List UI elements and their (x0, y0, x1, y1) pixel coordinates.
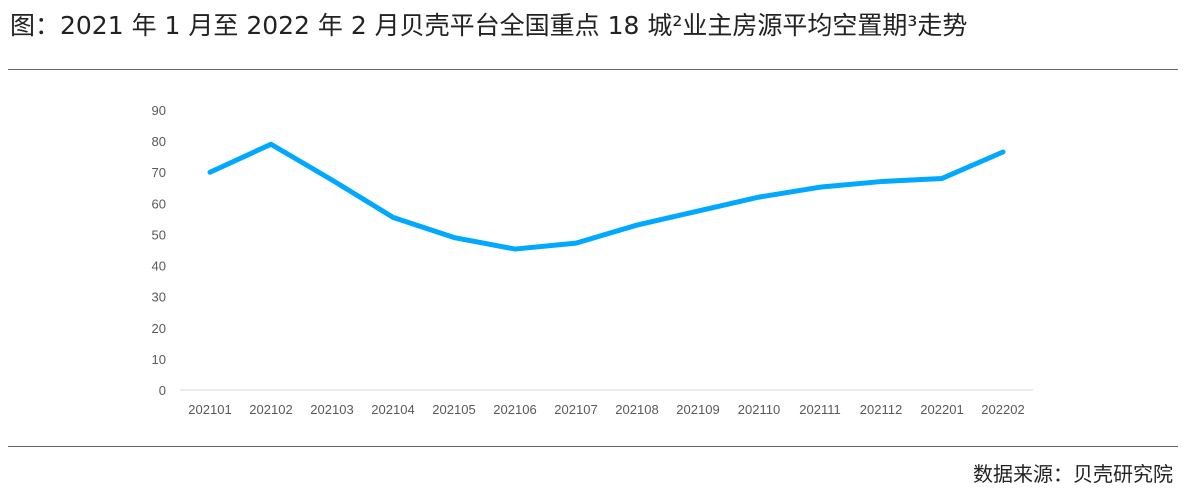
y-tick-label: 50 (152, 227, 166, 242)
x-tick-label: 202108 (615, 402, 658, 417)
x-tick-label: 202111 (799, 402, 840, 417)
x-tick-label: 202201 (920, 402, 963, 417)
source-note: 数据来源：贝壳研究院 (973, 462, 1173, 486)
y-tick-label: 60 (152, 196, 166, 211)
y-tick-label: 0 (159, 383, 166, 398)
y-axis-ticks: 0 10 20 30 40 50 60 70 80 90 (152, 103, 166, 398)
chart-title: 图：2021 年 1 月至 2022 年 2 月贝壳平台全国重点 18 城²业主… (10, 11, 968, 40)
x-axis-ticks: 202101 202102 202103 202104 202105 202106 2021… (188, 402, 1024, 417)
x-tick-label: 202107 (554, 402, 597, 417)
bottom-divider (8, 446, 1178, 447)
y-tick-label: 90 (152, 103, 166, 118)
x-tick-label: 202202 (981, 402, 1024, 417)
x-tick-label: 202101 (188, 402, 231, 417)
y-tick-label: 40 (152, 259, 166, 274)
y-tick-label: 80 (152, 134, 166, 149)
x-tick-label: 202103 (310, 402, 353, 417)
top-divider (8, 69, 1178, 70)
y-tick-label: 20 (152, 321, 166, 336)
x-tick-label: 202102 (249, 402, 292, 417)
x-tick-label: 202109 (676, 402, 719, 417)
y-tick-label: 70 (152, 165, 166, 180)
x-tick-label: 202112 (860, 402, 902, 417)
series-line (207, 141, 1006, 252)
x-tick-label: 202104 (371, 402, 414, 417)
x-tick-label: 202105 (432, 402, 475, 417)
y-tick-label: 10 (152, 352, 166, 367)
y-tick-label: 30 (152, 290, 166, 305)
x-tick-label: 202110 (738, 402, 780, 417)
x-tick-label: 202106 (493, 402, 536, 417)
